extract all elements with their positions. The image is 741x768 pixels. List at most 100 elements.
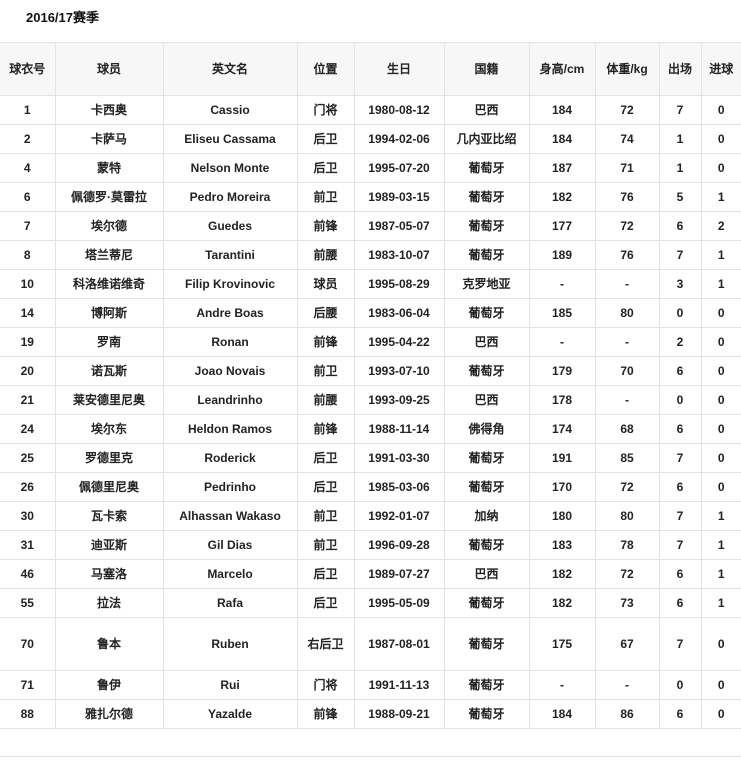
cell-birthday: 1987-08-01	[353, 617, 445, 671]
cell-name: 塔兰蒂尼	[54, 240, 164, 270]
cell-height: 184	[528, 95, 596, 125]
cell-appearances: 0	[658, 385, 702, 415]
cell-nationality: 佛得角	[443, 414, 530, 444]
cell-number: 14	[0, 298, 56, 328]
table-row: 8 塔兰蒂尼 Tarantini 前腰 1983-10-07 葡萄牙 189 76 7 1	[0, 240, 741, 270]
cell-english-name: Pedro Moreira	[162, 182, 298, 212]
cell-appearances: 7	[658, 617, 702, 671]
cell-name: 诺瓦斯	[54, 356, 164, 386]
cell-height: 178	[528, 385, 596, 415]
cell-number: 20	[0, 356, 56, 386]
cell-position: 前卫	[296, 356, 355, 386]
cell-weight: 80	[594, 501, 660, 531]
cell-weight: 72	[594, 472, 660, 502]
cell-appearances: 0	[658, 298, 702, 328]
cell-height: 182	[528, 559, 596, 589]
cell-weight: 86	[594, 699, 660, 729]
cell-weight: 71	[594, 153, 660, 183]
cell-position: 后腰	[296, 298, 355, 328]
cell-appearances: 7	[658, 95, 702, 125]
cell-height: 185	[528, 298, 596, 328]
cell-birthday: 1995-07-20	[353, 153, 445, 183]
cell-english-name: Eliseu Cassama	[162, 124, 298, 154]
cell-goals: 2	[700, 211, 741, 241]
cell-position: 右后卫	[296, 617, 355, 671]
cell-birthday: 1991-03-30	[353, 443, 445, 473]
table-row: 21 莱安德里尼奥 Leandrinho 前腰 1993-09-25 巴西 178-0 0	[0, 385, 741, 415]
cell-weight: -	[594, 670, 660, 700]
cell-position: 前腰	[296, 385, 355, 415]
header-english-name: 英文名	[162, 42, 298, 96]
cell-nationality: 葡萄牙	[443, 472, 530, 502]
cell-number: 46	[0, 559, 56, 589]
table-row: 6 佩德罗·莫雷拉 Pedro Moreira 前卫 1989-03-15 葡萄牙 182 7…	[0, 182, 741, 212]
cell-nationality: 巴西	[443, 385, 530, 415]
cell-english-name: Guedes	[162, 211, 298, 241]
cell-weight: 72	[594, 211, 660, 241]
cell-appearances: 6	[658, 414, 702, 444]
cell-goals: 0	[700, 670, 741, 700]
cell-position: 后卫	[296, 588, 355, 618]
cell-goals: 0	[700, 472, 741, 502]
cell-birthday: 1988-11-14	[353, 414, 445, 444]
cell-goals: 1	[700, 269, 741, 299]
cell-english-name: Nelson Monte	[162, 153, 298, 183]
cell-english-name: Leandrinho	[162, 385, 298, 415]
cell-weight: -	[594, 385, 660, 415]
cell-birthday: 1995-08-29	[353, 269, 445, 299]
cell-weight: 80	[594, 298, 660, 328]
cell-english-name: Heldon Ramos	[162, 414, 298, 444]
cell-appearances: 6	[658, 356, 702, 386]
cell-appearances: 6	[658, 699, 702, 729]
cell-name: 雅扎尔德	[54, 699, 164, 729]
cell-height: 177	[528, 211, 596, 241]
cell-appearances: 6	[658, 211, 702, 241]
cell-nationality: 巴西	[443, 559, 530, 589]
cell-birthday: 1992-01-07	[353, 501, 445, 531]
table-row: 20 诺瓦斯 Joao Novais 前卫 1993-07-10 葡萄牙 179 70 6 0	[0, 356, 741, 386]
cell-name: 莱安德里尼奥	[54, 385, 164, 415]
cell-nationality: 葡萄牙	[443, 240, 530, 270]
cell-english-name: Rui	[162, 670, 298, 700]
cell-goals: 0	[700, 443, 741, 473]
cell-name: 埃尔德	[54, 211, 164, 241]
header-appearances: 出场	[658, 42, 702, 96]
cell-birthday: 1996-09-28	[353, 530, 445, 560]
cell-number: 70	[0, 617, 56, 671]
table-row: 14 博阿斯 Andre Boas 后腰 1983-06-04 葡萄牙 185 80 0 0	[0, 298, 741, 328]
table-row: 88 雅扎尔德 Yazalde 前锋 1988-09-21 葡萄牙 184 86 6 0	[0, 699, 741, 729]
cell-position: 前锋	[296, 327, 355, 357]
cell-nationality: 葡萄牙	[443, 153, 530, 183]
cell-weight: 67	[594, 617, 660, 671]
table-row: 70 鲁本 Ruben 右后卫 1987-08-01 葡萄牙 175 67 7 0	[0, 617, 741, 671]
cell-birthday: 1989-03-15	[353, 182, 445, 212]
header-height: 身高/cm	[528, 42, 596, 96]
cell-name: 卡西奥	[54, 95, 164, 125]
cell-height: 187	[528, 153, 596, 183]
cell-number: 55	[0, 588, 56, 618]
header-row: 球衣号 球员 英文名 位置 生日 国籍 身高/cm 体重/kg 出场 进球	[0, 42, 741, 96]
cell-english-name: Roderick	[162, 443, 298, 473]
table-row: 7 埃尔德 Guedes 前锋 1987-05-07 葡萄牙 177 72 6 2	[0, 211, 741, 241]
cell-english-name: Alhassan Wakaso	[162, 501, 298, 531]
cell-appearances: 5	[658, 182, 702, 212]
cell-birthday: 1987-05-07	[353, 211, 445, 241]
cell-name: 鲁伊	[54, 670, 164, 700]
cell-nationality: 葡萄牙	[443, 617, 530, 671]
cell-appearances: 1	[658, 124, 702, 154]
cell-number: 31	[0, 530, 56, 560]
cell-height: 183	[528, 530, 596, 560]
cell-goals: 1	[700, 588, 741, 618]
cell-appearances: 7	[658, 530, 702, 560]
cell-birthday: 1988-09-21	[353, 699, 445, 729]
cell-appearances: 6	[658, 588, 702, 618]
cell-weight: 74	[594, 124, 660, 154]
table-row: 24 埃尔东 Heldon Ramos 前锋 1988-11-14 佛得角 174 68 6 0	[0, 414, 741, 444]
cell-position: 前锋	[296, 414, 355, 444]
cell-number: 71	[0, 670, 56, 700]
cell-height: -	[528, 670, 596, 700]
cell-nationality: 克罗地亚	[443, 269, 530, 299]
cell-weight: 76	[594, 240, 660, 270]
cell-name: 佩德罗·莫雷拉	[54, 182, 164, 212]
cell-number: 2	[0, 124, 56, 154]
